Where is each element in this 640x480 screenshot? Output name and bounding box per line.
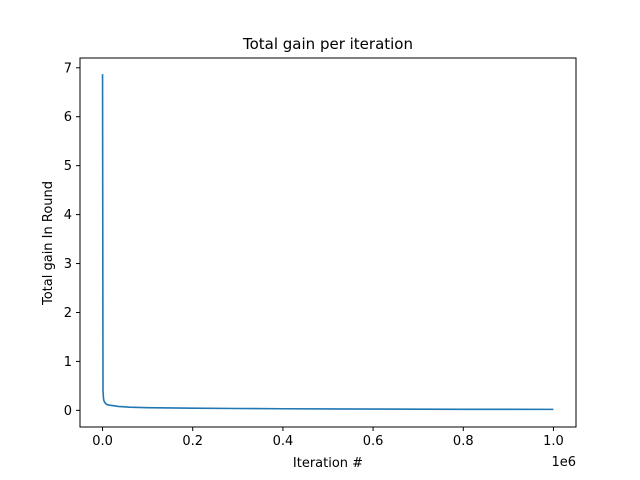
series-line-0 [101,74,554,411]
y-tick-label-5: 5 [64,159,72,174]
x-tick-label-0: 0.0 [92,434,113,449]
y-tick-label-1: 1 [64,355,72,370]
x-axis-label: Iteration # [293,456,363,471]
axes-frame [79,57,577,428]
x-tick-label-2: 0.4 [273,434,294,449]
y-tick-label-0: 0 [64,404,72,419]
y-tick-label-6: 6 [64,110,72,125]
x-axis-offset-label: 1e6 [551,455,576,470]
y-axis-label: Total gain In Round [41,181,56,306]
x-tick-label-1: 0.2 [182,434,203,449]
y-tick-label-2: 2 [64,306,72,321]
y-tick-label-7: 7 [64,61,72,76]
x-tick-label-3: 0.6 [363,434,384,449]
chart-title: Total gain per iteration [242,35,413,53]
x-tick-label-4: 0.8 [453,434,474,449]
plot-area: 0.0 0.2 0.4 0.6 0.8 1.0 0 1 2 3 4 5 6 7 [64,57,577,449]
x-tick-label-5: 1.0 [543,434,564,449]
y-tick-label-3: 3 [64,257,72,272]
y-tick-label-4: 4 [64,208,72,223]
